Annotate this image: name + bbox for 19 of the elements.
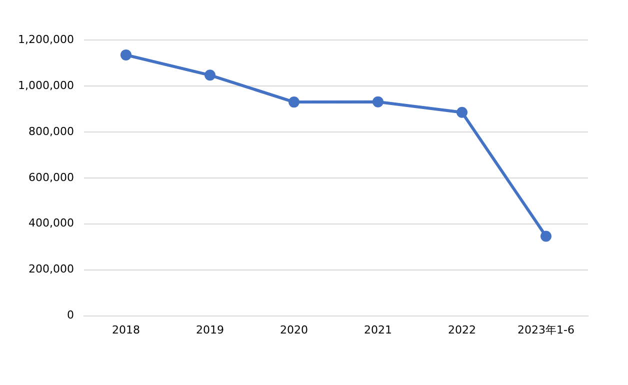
x-tick-label: 2021 xyxy=(364,323,392,336)
x-tick-label: 2022 xyxy=(448,323,476,336)
y-tick-label: 800,000 xyxy=(28,124,74,138)
point xyxy=(540,230,552,242)
point xyxy=(372,96,384,108)
y-tick-label: 400,000 xyxy=(28,216,74,230)
point xyxy=(204,70,216,81)
x-tick-label: 2018 xyxy=(112,323,140,336)
y-tick-label: 1,000,000 xyxy=(18,78,74,92)
y-tick-label: 200,000 xyxy=(28,262,74,276)
y-tick-label: 1,200,000 xyxy=(18,32,74,46)
y-tick-label: 0 xyxy=(66,308,74,322)
y-tick-label: 600,000 xyxy=(28,170,74,184)
x-tick-label: 2020 xyxy=(280,323,308,336)
x-tick-label: 2023年1-6 xyxy=(518,323,574,336)
point xyxy=(456,106,468,118)
x-tick-label: 2019 xyxy=(196,323,224,336)
point xyxy=(120,49,132,60)
point xyxy=(288,96,300,108)
